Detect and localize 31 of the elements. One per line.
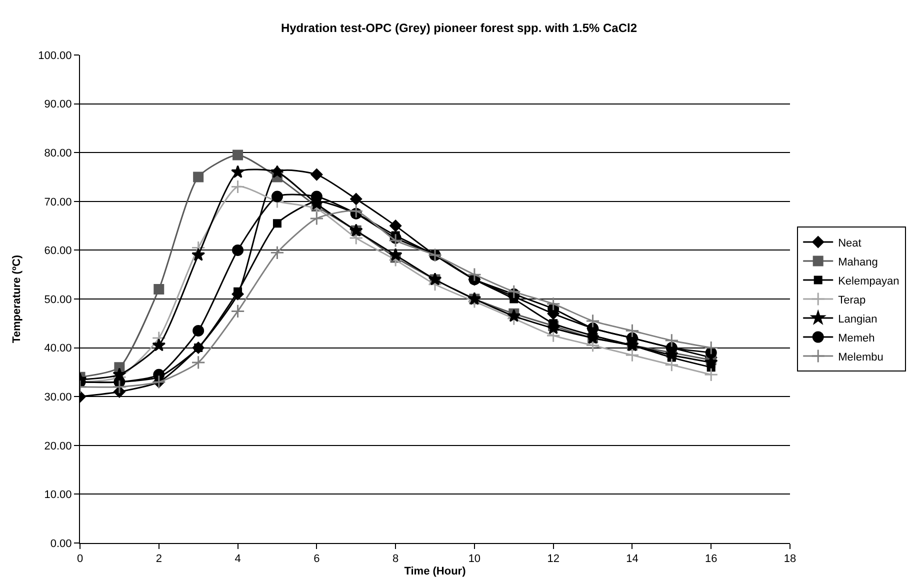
legend-label: Memeh [838,332,875,344]
y-tick-label: 20.00 [44,440,72,452]
x-tick-label: 0 [76,553,84,566]
y-tick-label: 90.00 [44,98,72,111]
x-tick-label: 6 [314,553,320,566]
y-tick-label: 100.00 [38,50,72,62]
legend-label: Mahang [838,256,878,268]
y-tick-label: 60.00 [44,245,72,258]
legend-label: Terap [838,294,866,306]
y-axis-title: Temperature (ºC) [10,254,23,344]
y-tick-label: 40.00 [44,342,72,355]
x-tick-label: 12 [547,553,560,566]
y-tick-label: 50.00 [44,294,72,306]
legend-label: Kelempayan [838,275,900,288]
x-tick-label: 14 [626,553,638,566]
legend-label: Neat [838,237,862,250]
legend-label: Langian [838,313,878,326]
y-tick-label: 30.00 [44,391,72,404]
chart-title: Hydration test-OPC (Grey) pioneer forest spp. with 1.5% CaCl2 [280,20,638,35]
legend-label: Melembu [838,351,884,364]
y-tick-label: 80.00 [44,147,72,160]
x-tick-label: 2 [156,553,162,566]
x-axis-title: Time (Hour) [404,565,466,578]
x-tick-label: 8 [392,553,399,566]
y-tick-label: 10.00 [44,489,72,502]
x-tick-label: 4 [234,553,241,566]
y-tick-label: 0.00 [50,538,72,550]
y-tick-label: 70.00 [44,196,72,208]
x-tick-label: 18 [784,553,796,566]
x-tick-label: 10 [468,553,481,566]
x-tick-label: 16 [704,553,718,566]
